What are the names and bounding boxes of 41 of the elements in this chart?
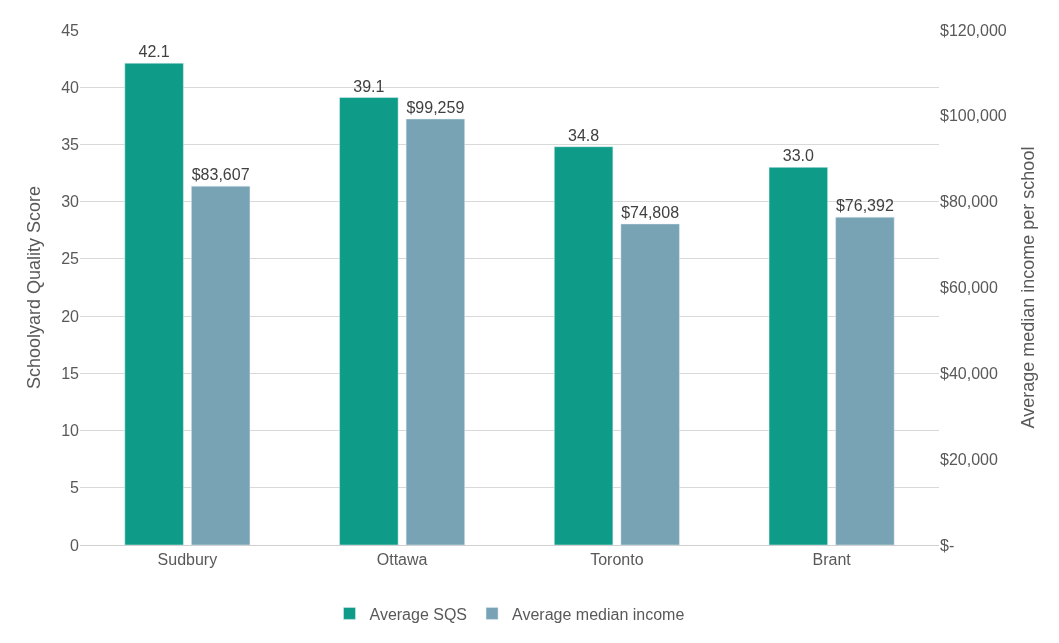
x-tick-label: Toronto [590,551,644,569]
x-tick-label: Ottawa [376,551,428,569]
data-label: $76,392 [835,197,894,215]
data-label: $83,607 [191,166,250,184]
y2-tick-label: $100,000 [940,107,1007,125]
y-tick-label: 10 [61,422,80,440]
bar [405,118,465,545]
bar [191,185,251,545]
y-tick-label: 5 [70,479,80,497]
y2-tick-label: $40,000 [940,364,998,382]
y2-axis-title: Average median income per school [1017,146,1038,429]
x-tick-label: Sudbury [157,551,218,569]
y2-tick-label: $- [940,536,955,554]
bar [768,167,828,545]
bar [620,223,680,545]
y-tick-label: 45 [61,21,80,39]
y2-tick-label: $60,000 [940,279,998,297]
y2-tick-label: $120,000 [940,21,1007,39]
y2-tick-label: $20,000 [940,450,998,468]
legend-label: Average median income [512,605,685,623]
data-label: 39.1 [353,77,385,95]
y-tick-label: 15 [61,364,80,382]
y-tick-label: 35 [61,136,80,154]
bar [835,216,895,545]
y2-tick-label: $80,000 [940,193,998,211]
bar [554,146,614,545]
data-label: 33.0 [782,147,814,165]
data-label: $74,808 [621,203,680,221]
data-label: 34.8 [567,126,600,144]
y-tick-label: 30 [61,193,80,211]
data-label: 42.1 [138,43,170,61]
y-axis-title: Schoolyard Quality Score [24,185,45,390]
legend-label: Average SQS [369,605,468,623]
y-tick-label: 0 [70,536,80,554]
y-tick-label: 20 [61,307,80,325]
bar [124,62,184,545]
y-tick-label: 25 [61,250,80,268]
bar [339,97,399,545]
y-tick-label: 40 [61,78,80,96]
data-label: $99,259 [406,99,465,117]
x-tick-label: Brant [812,551,852,569]
